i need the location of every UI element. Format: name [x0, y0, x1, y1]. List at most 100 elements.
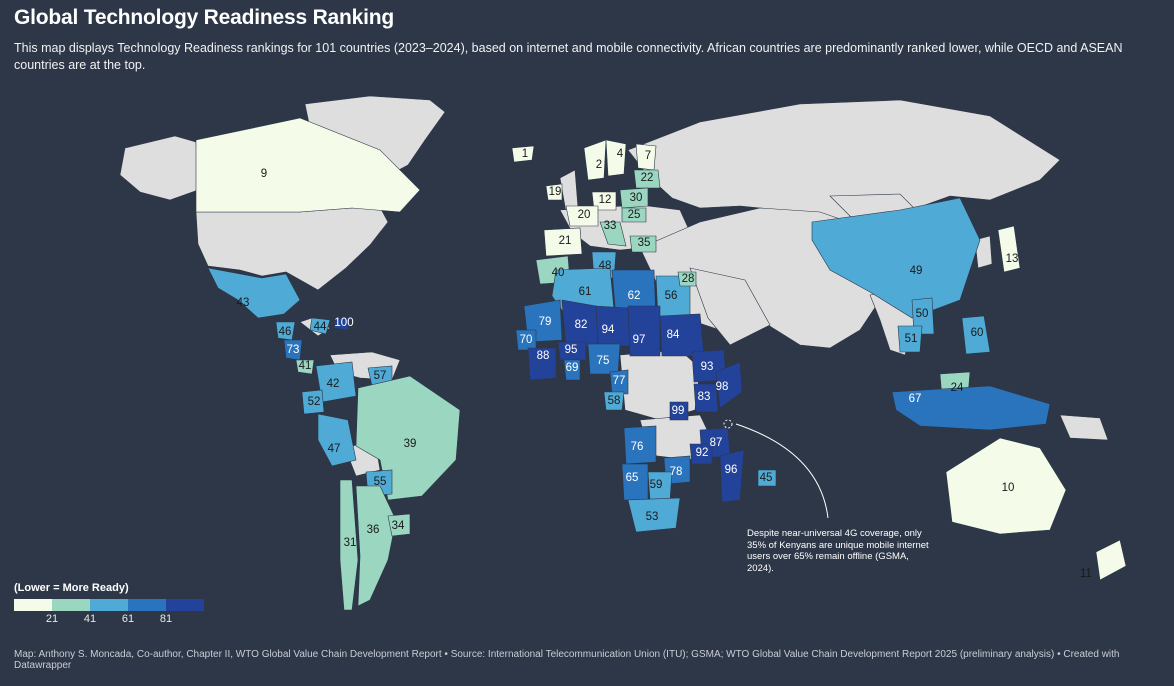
rank-label-canada: 9 [261, 168, 267, 180]
region-iceland [511, 145, 535, 163]
region-gabon [603, 391, 625, 411]
rank-label-puerto-rico: 100 [334, 317, 353, 329]
rank-label-spain: 21 [559, 235, 572, 247]
rank-label-china: 49 [910, 265, 923, 277]
page-title: Global Technology Readiness Ranking [14, 6, 395, 29]
annotation-marker [723, 419, 733, 429]
rank-label-japan: 13 [1006, 253, 1019, 265]
region-germany [591, 191, 617, 211]
region-dominican-republic [309, 317, 331, 335]
rank-label-finland: 7 [645, 150, 651, 162]
region-puerto-rico [333, 317, 351, 331]
region-indonesia [891, 385, 1051, 431]
legend-title: (Lower = More Ready) [14, 582, 129, 594]
rank-label-poland: 30 [630, 192, 643, 204]
rank-label-indonesia: 67 [909, 393, 922, 405]
rank-label-ireland: 19 [549, 186, 562, 198]
legend-tick-2: 41 [83, 613, 97, 625]
region-poland [619, 187, 649, 209]
region-philippines [961, 315, 991, 355]
rank-label-kenya: 83 [698, 391, 711, 403]
rank-label-france: 20 [578, 209, 591, 221]
region-greece [629, 235, 657, 253]
rank-label-sudan: 84 [667, 329, 680, 341]
rank-label-south-africa: 53 [646, 511, 659, 523]
rank-label-jordan: 28 [682, 273, 695, 285]
legend-swatch-5 [166, 599, 204, 611]
region-mauritius [757, 469, 777, 487]
region-japan [997, 225, 1021, 273]
legend-swatch-4 [128, 599, 166, 611]
rank-label-iceland: 1 [522, 148, 528, 160]
region-argentina [355, 485, 397, 607]
region-ireland [545, 183, 563, 201]
page-subtitle: This map displays Technology Readiness r… [14, 41, 1123, 72]
legend-swatch-2 [52, 599, 90, 611]
rank-label-niger: 94 [602, 324, 615, 336]
rank-label-namibia: 65 [626, 472, 639, 484]
region-australia [945, 437, 1067, 535]
rank-label-malawi: 92 [696, 447, 709, 459]
legend-scale [14, 599, 204, 611]
region-hungary [621, 207, 647, 223]
region-france [565, 205, 599, 227]
rank-label-uruguay: 34 [392, 520, 405, 532]
legend-swatch-3 [90, 599, 128, 611]
rank-label-peru: 47 [328, 443, 341, 455]
rank-label-cameroon: 77 [613, 375, 626, 387]
region-new-zealand [1095, 539, 1127, 581]
region-jordan [677, 271, 697, 287]
rank-label-mauritius: 45 [760, 472, 773, 484]
rank-label-cambodia: 51 [905, 333, 918, 345]
ranked-countries [195, 117, 1127, 611]
rank-label-libya: 62 [628, 290, 641, 302]
legend-ticks: 21 41 61 81 [14, 611, 204, 627]
rank-label-rwanda: 99 [672, 405, 685, 417]
rank-label-hungary: 25 [628, 209, 641, 221]
rank-label-mexico: 43 [237, 297, 250, 309]
region-ghana [563, 359, 581, 381]
rank-label-new-zealand: 11 [1080, 568, 1092, 580]
region-canada [195, 117, 421, 213]
rank-label-dominican-republic: 44 [314, 321, 327, 333]
rank-label-italy: 33 [604, 220, 617, 232]
rank-label-colombia: 42 [327, 378, 340, 390]
rank-label-norway: 2 [596, 159, 602, 171]
rank-label-ghana: 69 [566, 362, 579, 374]
rank-label-senegal: 70 [520, 334, 533, 346]
region-rwanda [669, 401, 689, 421]
rank-label-germany: 12 [599, 194, 612, 206]
region-panama [295, 359, 315, 375]
rank-label-tanzania: 87 [710, 437, 723, 449]
region-estonia [633, 169, 661, 189]
region-cameroon [609, 369, 629, 395]
region-kenya [693, 383, 719, 413]
rank-label-ecuador: 52 [308, 396, 321, 408]
rank-label-costa-rica: 73 [287, 344, 300, 356]
legend-tick-3: 61 [121, 613, 135, 625]
kenya-annotation: Despite near-universal 4G coverage, only… [747, 528, 929, 574]
rank-label-mali: 82 [575, 319, 588, 331]
region-malawi [689, 443, 713, 465]
region-china [811, 197, 981, 319]
rank-label-somalia: 98 [716, 381, 729, 393]
rank-label-nigeria: 75 [597, 355, 610, 367]
rank-label-argentina: 36 [367, 524, 380, 536]
rank-label-guatemala: 46 [279, 326, 292, 338]
rank-label-egypt: 56 [665, 290, 678, 302]
region-madagascar [719, 449, 745, 503]
region-mexico [207, 267, 301, 319]
rank-label-guyana: 57 [374, 370, 387, 382]
region-angola [623, 425, 657, 465]
region-peru [317, 413, 357, 467]
rank-label-chile: 31 [344, 537, 357, 549]
rank-label-madagascar: 96 [725, 464, 738, 476]
legend-swatch-1 [14, 599, 52, 611]
legend-tick-1: 21 [45, 613, 59, 625]
region-burkina-faso [557, 341, 587, 361]
rank-label-morocco: 40 [552, 267, 565, 279]
rank-label-ethiopia: 93 [701, 361, 714, 373]
region-sweden [605, 139, 627, 177]
region-guinea [527, 347, 557, 381]
legend-tick-4: 81 [159, 613, 173, 625]
